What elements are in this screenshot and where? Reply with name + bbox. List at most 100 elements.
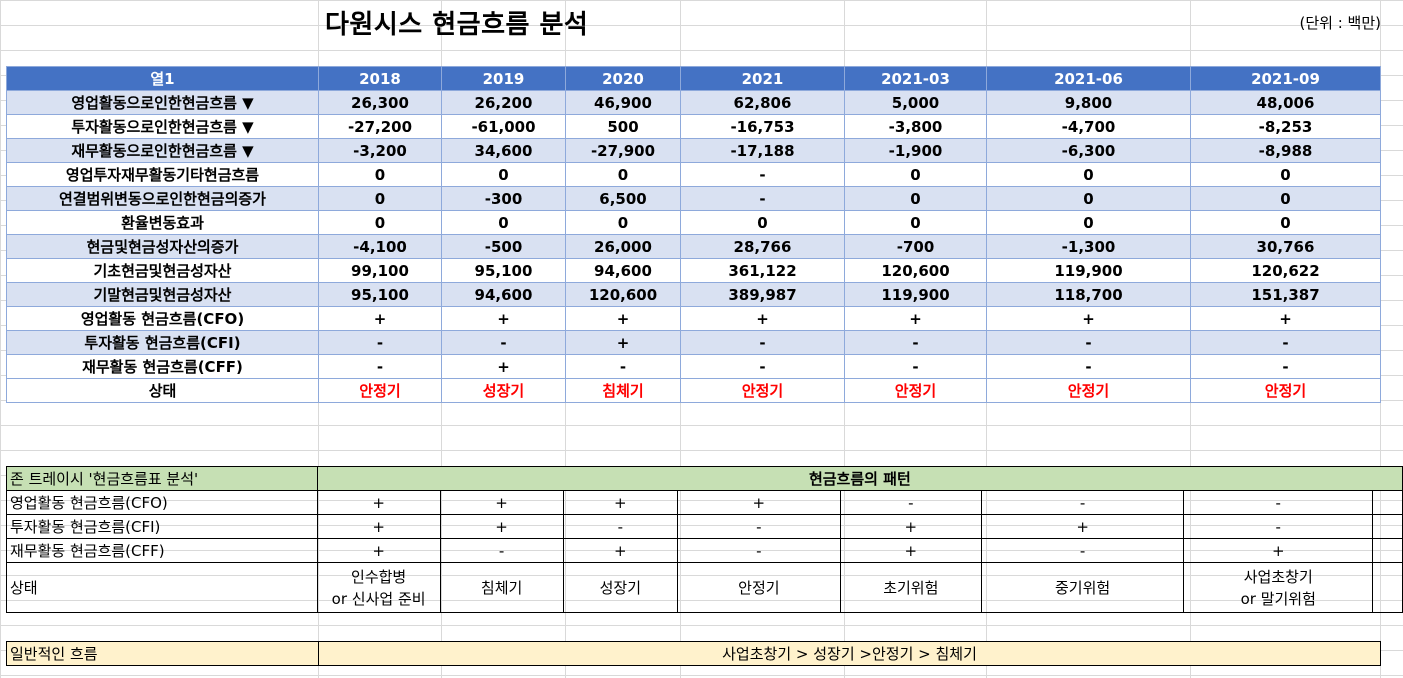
table-cell[interactable]: 0 bbox=[986, 186, 1191, 211]
table-cell[interactable]: - bbox=[1190, 354, 1381, 379]
table-cell[interactable]: 26,200 bbox=[441, 90, 566, 115]
status-cell[interactable]: 안정기 bbox=[844, 378, 987, 403]
table-cell[interactable]: - bbox=[676, 514, 841, 539]
table-cell[interactable]: 120,600 bbox=[565, 282, 681, 307]
table-cell[interactable]: 95,100 bbox=[318, 282, 442, 307]
status-cell[interactable]: 안정기 bbox=[680, 378, 845, 403]
table-cell[interactable]: - bbox=[439, 538, 564, 563]
table-cell[interactable]: - bbox=[680, 330, 845, 355]
table-cell[interactable]: + bbox=[316, 490, 441, 515]
table-cell[interactable]: - bbox=[565, 354, 681, 379]
table-cell[interactable]: + bbox=[316, 538, 441, 563]
table-cell[interactable]: 0 bbox=[318, 210, 442, 235]
row-label[interactable]: 연결범위변동으로인한현금의증가 bbox=[6, 186, 319, 211]
table-cell[interactable]: 0 bbox=[844, 162, 987, 187]
table-cell[interactable]: 99,100 bbox=[318, 258, 442, 283]
row-label[interactable]: 환율변동효과 bbox=[6, 210, 319, 235]
row-label[interactable]: 투자활동으로인한현금흐름 ▼ bbox=[6, 114, 319, 139]
column-header[interactable]: 2019 bbox=[441, 66, 566, 91]
table-cell[interactable]: - bbox=[1183, 490, 1374, 515]
table-cell[interactable]: 0 bbox=[318, 162, 442, 187]
pattern-header-right[interactable]: 현금흐름의 패턴 bbox=[316, 466, 1403, 491]
table-cell[interactable]: + bbox=[1183, 538, 1374, 563]
row-label[interactable]: 투자활동 현금흐름(CFI) bbox=[6, 514, 318, 539]
table-cell[interactable]: -8,253 bbox=[1190, 114, 1381, 139]
table-cell[interactable]: 0 bbox=[844, 186, 987, 211]
table-cell[interactable]: 119,900 bbox=[986, 258, 1191, 283]
row-label[interactable]: 현금및현금성자산의증가 bbox=[6, 234, 319, 259]
table-cell[interactable]: 62,806 bbox=[680, 90, 845, 115]
table-cell[interactable]: - bbox=[680, 162, 845, 187]
table-cell[interactable]: -3,200 bbox=[318, 138, 442, 163]
table-cell[interactable]: -500 bbox=[441, 234, 566, 259]
table-cell[interactable]: -4,100 bbox=[318, 234, 442, 259]
table-cell[interactable]: -1,300 bbox=[986, 234, 1191, 259]
table-cell[interactable]: -6,300 bbox=[986, 138, 1191, 163]
column-header[interactable]: 열1 bbox=[6, 66, 319, 91]
general-flow-label[interactable]: 일반적인 흐름 bbox=[6, 641, 319, 666]
table-cell[interactable]: 94,600 bbox=[565, 258, 681, 283]
column-header[interactable]: 2018 bbox=[318, 66, 442, 91]
table-cell[interactable]: 0 bbox=[844, 210, 987, 235]
table-cell[interactable]: + bbox=[316, 514, 441, 539]
status-cell[interactable]: 침체기 bbox=[439, 562, 564, 613]
table-cell[interactable]: -8,988 bbox=[1190, 138, 1381, 163]
table-cell[interactable]: - bbox=[839, 490, 982, 515]
table-cell[interactable]: -4,700 bbox=[986, 114, 1191, 139]
table-cell[interactable]: + bbox=[565, 306, 681, 331]
sheet-title[interactable]: 다원시스 현금흐름 분석 bbox=[325, 10, 589, 40]
row-label[interactable]: 투자활동 현금흐름(CFI) bbox=[6, 330, 319, 355]
table-cell[interactable]: -27,200 bbox=[318, 114, 442, 139]
row-label[interactable]: 기초현금및현금성자산 bbox=[6, 258, 319, 283]
table-cell[interactable]: + bbox=[839, 514, 982, 539]
table-cell[interactable]: 5,000 bbox=[844, 90, 987, 115]
row-label[interactable]: 상태 bbox=[6, 562, 318, 613]
table-cell[interactable]: - bbox=[676, 538, 841, 563]
table-cell[interactable]: - bbox=[680, 186, 845, 211]
table-cell[interactable]: 30,766 bbox=[1190, 234, 1381, 259]
table-cell[interactable]: + bbox=[562, 538, 678, 563]
table-cell[interactable]: + bbox=[676, 490, 841, 515]
table-cell[interactable]: 0 bbox=[565, 162, 681, 187]
empty-cell[interactable] bbox=[1372, 562, 1403, 613]
table-cell[interactable]: - bbox=[1190, 330, 1381, 355]
table-cell[interactable]: + bbox=[986, 306, 1191, 331]
row-label[interactable]: 영업활동 현금흐름(CFO) bbox=[6, 306, 319, 331]
column-header[interactable]: 2021-09 bbox=[1190, 66, 1381, 91]
table-cell[interactable]: 0 bbox=[986, 162, 1191, 187]
column-header[interactable]: 2021 bbox=[680, 66, 845, 91]
table-cell[interactable]: -27,900 bbox=[565, 138, 681, 163]
table-cell[interactable]: -61,000 bbox=[441, 114, 566, 139]
row-label[interactable]: 영업활동 현금흐름(CFO) bbox=[6, 490, 318, 515]
table-cell[interactable]: 0 bbox=[441, 210, 566, 235]
table-cell[interactable]: 46,900 bbox=[565, 90, 681, 115]
table-cell[interactable]: -1,900 bbox=[844, 138, 987, 163]
empty-cell[interactable] bbox=[1372, 514, 1403, 539]
table-cell[interactable]: 500 bbox=[565, 114, 681, 139]
status-cell[interactable]: 중기위험 bbox=[980, 562, 1185, 613]
table-cell[interactable]: 0 bbox=[1190, 186, 1381, 211]
table-cell[interactable]: - bbox=[844, 330, 987, 355]
status-cell[interactable]: 안정기 bbox=[1190, 378, 1381, 403]
pattern-header-left[interactable]: 존 트레이시 '현금흐름표 분석' bbox=[6, 466, 318, 491]
table-cell[interactable]: -3,800 bbox=[844, 114, 987, 139]
table-cell[interactable]: - bbox=[1183, 514, 1374, 539]
status-cell[interactable]: 성장기 bbox=[562, 562, 678, 613]
table-cell[interactable]: - bbox=[562, 514, 678, 539]
table-cell[interactable]: + bbox=[980, 514, 1185, 539]
table-cell[interactable]: -16,753 bbox=[680, 114, 845, 139]
table-cell[interactable]: 120,622 bbox=[1190, 258, 1381, 283]
table-cell[interactable]: 120,600 bbox=[844, 258, 987, 283]
table-cell[interactable]: 48,006 bbox=[1190, 90, 1381, 115]
status-cell[interactable]: 안정기 bbox=[986, 378, 1191, 403]
table-cell[interactable]: + bbox=[441, 354, 566, 379]
table-cell[interactable]: 95,100 bbox=[441, 258, 566, 283]
row-label[interactable]: 재무활동으로인한현금흐름 ▼ bbox=[6, 138, 319, 163]
table-cell[interactable]: - bbox=[844, 354, 987, 379]
status-cell[interactable]: 안정기 bbox=[676, 562, 841, 613]
table-cell[interactable]: + bbox=[839, 538, 982, 563]
table-cell[interactable]: 389,987 bbox=[680, 282, 845, 307]
table-cell[interactable]: 94,600 bbox=[441, 282, 566, 307]
empty-cell[interactable] bbox=[1372, 490, 1403, 515]
table-cell[interactable]: + bbox=[439, 514, 564, 539]
